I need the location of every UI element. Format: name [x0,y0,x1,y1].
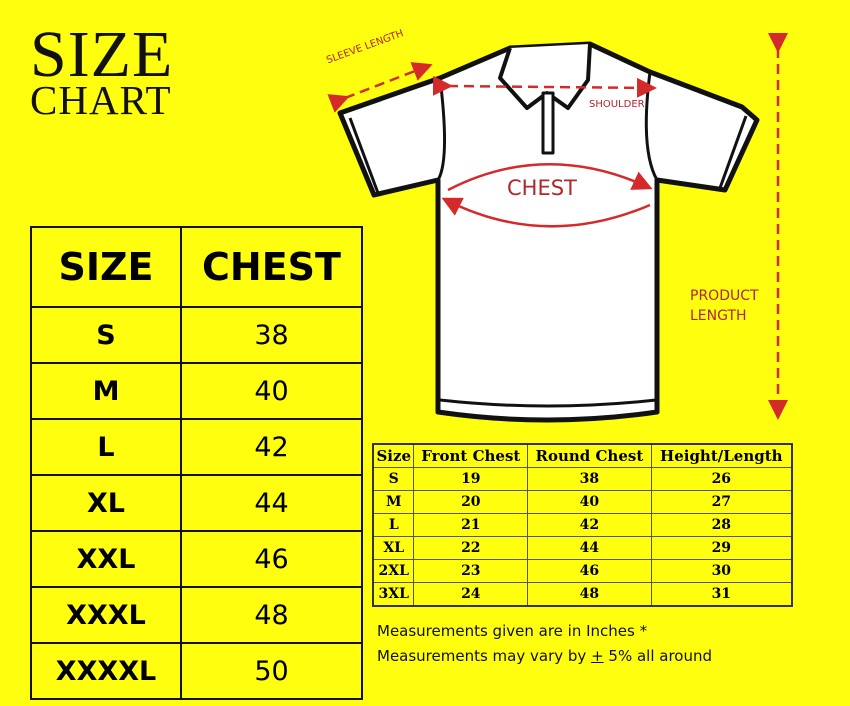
measurement-arrows [327,33,788,420]
front-chest-cell: 19 [413,467,529,491]
length-cell: 26 [650,467,793,491]
table-row: XL 44 [30,474,363,532]
table-row: L 42 [30,418,363,476]
length-cell: 30 [650,559,793,583]
round-chest-cell: 40 [527,490,652,514]
chest-cell: 46 [180,530,363,588]
table-row: XXXL 48 [30,586,363,644]
header-size: Size [372,443,415,468]
shoulder-arrow [432,75,657,98]
table-row: S 38 [30,306,363,364]
round-chest-cell: 48 [527,582,652,607]
table-row: M 20 40 27 [372,490,793,514]
size-cell: M [30,362,182,420]
size-cell: XL [30,474,182,532]
front-chest-cell: 22 [413,536,529,560]
round-chest-cell: 44 [527,536,652,560]
front-chest-cell: 23 [413,559,529,583]
size-cell: XXL [30,530,182,588]
table-header-row: SIZE CHEST [30,226,363,308]
length-cell: 28 [650,513,793,537]
product-length-label-2: LENGTH [690,308,747,324]
table-row: XXXXL 50 [30,642,363,700]
length-cell: 31 [650,582,793,607]
shirt-outline-icon [337,41,760,423]
chest-cell: 38 [180,306,363,364]
table-header-row: Size Front Chest Round Chest Height/Leng… [372,443,793,468]
front-chest-cell: 21 [413,513,529,537]
size-cell: XXXL [30,586,182,644]
round-chest-cell: 46 [527,559,652,583]
round-chest-cell: 38 [527,467,652,491]
table-row: 2XL 23 46 30 [372,559,793,583]
header-height-length: Height/Length [650,443,793,468]
table-row: M 40 [30,362,363,420]
round-chest-cell: 42 [527,513,652,537]
size-cell: L [30,418,182,476]
product-length-label-1: PRODUCT [690,288,759,304]
size-cell: 3XL [372,582,415,607]
table-row: S 19 38 26 [372,467,793,491]
detail-size-table: Size Front Chest Round Chest Height/Leng… [372,443,793,607]
table-row: 3XL 24 48 31 [372,582,793,607]
length-cell: 29 [650,536,793,560]
title-size: SIZE [30,18,174,91]
size-cell: S [372,467,415,491]
chest-cell: 48 [180,586,363,644]
header-front-chest: Front Chest [413,443,529,468]
note-variance-prefix: Measurements may vary by [377,647,592,665]
size-cell: 2XL [372,559,415,583]
header-round-chest: Round Chest [527,443,652,468]
header-size: SIZE [30,226,182,308]
chest-arrow-bottom [441,197,651,228]
size-cell: XL [372,536,415,560]
size-cell: M [372,490,415,514]
chest-cell: 42 [180,418,363,476]
front-chest-cell: 24 [413,582,529,607]
note-variance: Measurements may vary by + 5% all around [377,647,712,665]
table-row: XL 22 44 29 [372,536,793,560]
front-chest-cell: 20 [413,490,529,514]
shoulder-label: SHOULDER [589,99,645,110]
note-variance-suffix: 5% all around [603,647,713,665]
note-units: Measurements given are in Inches * [377,622,648,640]
title-chart: CHART [30,77,172,123]
table-row: L 21 42 28 [372,513,793,537]
size-cell: S [30,306,182,364]
chest-arrow-top [447,163,653,192]
chest-cell: 40 [180,362,363,420]
size-cell: XXXXL [30,642,182,700]
chest-cell: 50 [180,642,363,700]
chest-size-table: SIZE CHEST S 38 M 40 L 42 XL 44 XXL 46 XXXL 48… [30,226,363,700]
length-cell: 27 [650,490,793,514]
size-cell: L [372,513,415,537]
plus-minus-symbol: + [591,647,604,665]
header-chest: CHEST [180,226,363,308]
chest-cell: 44 [180,474,363,532]
table-row: XXL 46 [30,530,363,588]
chest-label: CHEST [507,176,577,200]
